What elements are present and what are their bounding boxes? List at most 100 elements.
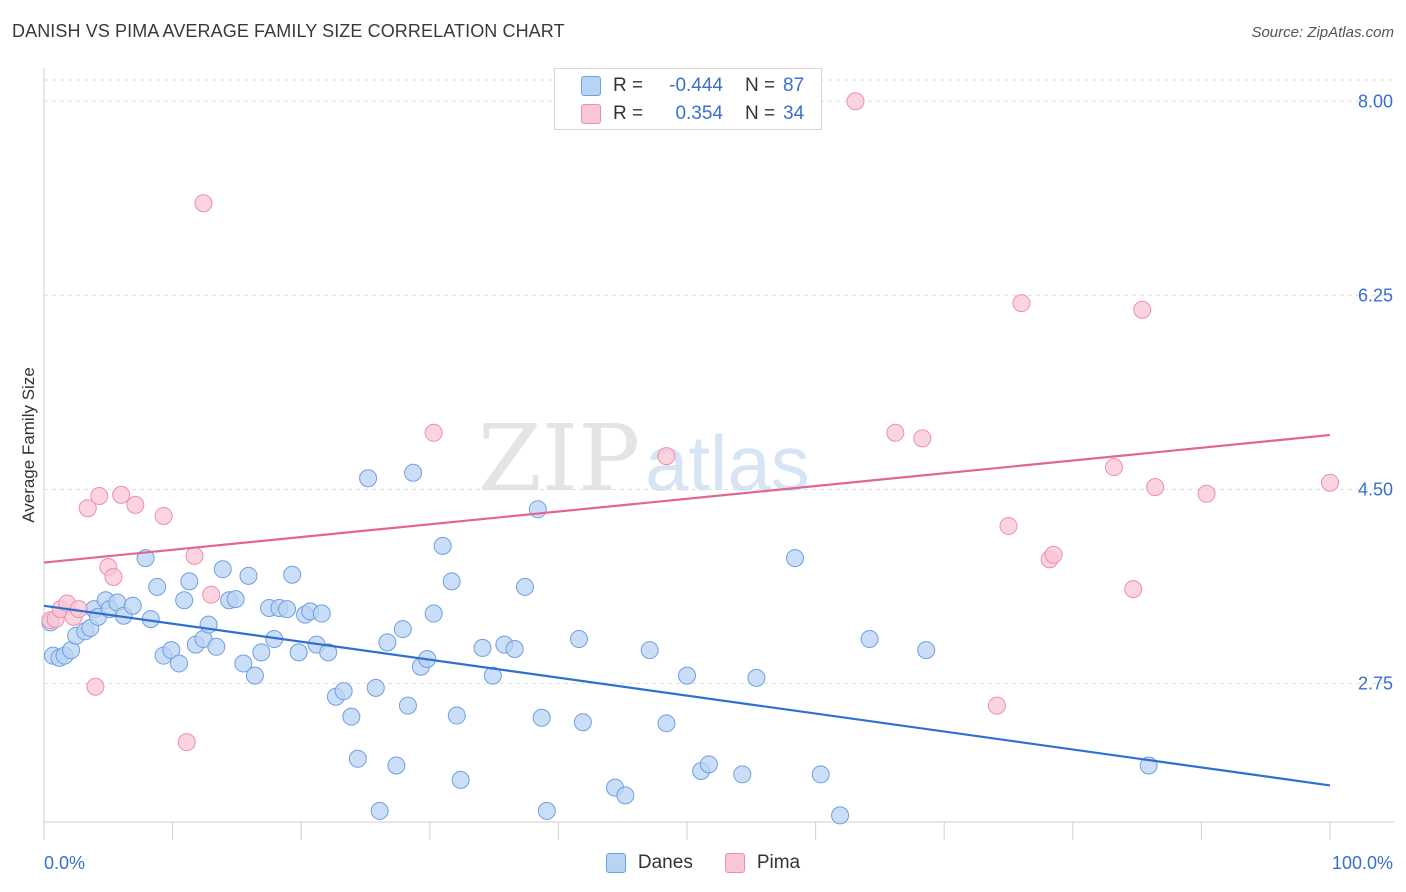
legend-label-pima: Pima [756,852,801,873]
pima-point [104,567,123,586]
series-legend: Danes Pima [0,852,1406,874]
pima-point [126,495,145,514]
y-tick-label: 6.25 [1358,285,1393,305]
danes-point [860,630,879,649]
danes-point [289,643,308,662]
pima-point [1133,300,1152,319]
legend-row-danes: R = -0.444 N = 87 [581,73,804,99]
danes-point [532,708,551,727]
danes-point [831,806,850,825]
pima-point [1321,473,1339,492]
legend-n-value: 34 [783,103,805,124]
danes-point [162,641,181,660]
legend-n-label: N = [745,103,776,124]
danes-point [359,469,378,488]
danes-point [319,643,338,662]
danes-point [733,765,752,784]
danes-point [234,654,253,673]
pima-point [1012,294,1031,313]
x-tick-label-max: 100.0% [1332,853,1393,873]
pima-swatch-icon [724,853,745,873]
y-tick-label: 2.75 [1358,673,1393,693]
danes-point [569,630,588,649]
pima-point [999,516,1018,535]
correlation-legend: R = -0.444 N = 87 R = 0.354 N = 34 [554,68,822,130]
danes-swatch-icon [581,76,601,96]
danes-point [180,572,199,591]
danes-point [175,591,194,610]
legend-n-value: 87 [783,75,805,96]
danes-point [366,678,385,697]
legend-r-value: 0.354 [675,103,723,124]
danes-point [616,786,635,805]
legend-row-pima: R = 0.354 N = 34 [581,101,804,127]
danes-point [747,668,766,687]
danes-point [239,566,258,585]
danes-point [393,620,412,639]
danes-point [342,707,361,726]
watermark-zip: ZIP [478,405,640,512]
legend-item-pima[interactable]: Pima [724,852,801,874]
danes-point [433,536,452,555]
danes-point [123,596,142,615]
pima-point [202,585,221,604]
pima-point [1104,458,1123,477]
pima-point [657,447,676,466]
danes-point [213,560,232,579]
pima-point [194,194,213,213]
pima-point [185,546,204,565]
x-tick-label-min: 0.0% [44,853,85,873]
danes-point [473,638,492,657]
y-tick-label: 4.50 [1358,479,1393,499]
danes-point [226,590,245,609]
danes-point [699,755,718,774]
danes-point [442,572,461,591]
danes-point [387,756,406,775]
danes-point [334,682,353,701]
danes-point [424,604,443,623]
danes-point [786,549,805,568]
danes-trend-line [43,604,1331,787]
danes-point [398,696,417,715]
danes-point [348,749,367,768]
danes-point [573,713,592,732]
danes-point [657,714,676,733]
legend-item-danes[interactable]: Danes [605,852,693,874]
danes-point [917,641,936,660]
pima-point [90,487,109,506]
danes-point [505,640,524,659]
pima-point [112,485,131,504]
danes-point [207,637,226,656]
pima-point [987,696,1006,715]
pima-point [846,92,865,111]
watermark-atlas: atlas [645,419,810,507]
legend-r-label: R = [613,75,644,96]
pima-trend-line [43,433,1331,564]
pima-point [154,506,173,525]
danes-swatch-icon [605,853,626,873]
danes-point [537,801,556,820]
pima-point [424,423,443,442]
y-axis-label: Average Family Size [19,367,38,523]
danes-point [170,654,189,673]
danes-point [312,604,331,623]
source-label: Source: ZipAtlas.com [1251,24,1394,41]
pima-point [78,499,97,518]
pima-point [1124,580,1143,599]
danes-point [483,666,502,685]
danes-point [245,666,264,685]
danes-point [678,666,696,685]
pima-point [1197,484,1216,503]
danes-point [148,577,167,596]
danes-point [515,577,534,596]
danes-point [811,765,830,784]
danes-point [378,633,397,652]
pima-point [886,423,905,442]
legend-n-label: N = [745,75,776,96]
danes-point [278,600,297,619]
pima-swatch-icon [581,104,601,124]
danes-point [447,706,466,725]
danes-point [640,641,659,660]
danes-point [283,565,302,584]
pima-point [913,429,932,448]
